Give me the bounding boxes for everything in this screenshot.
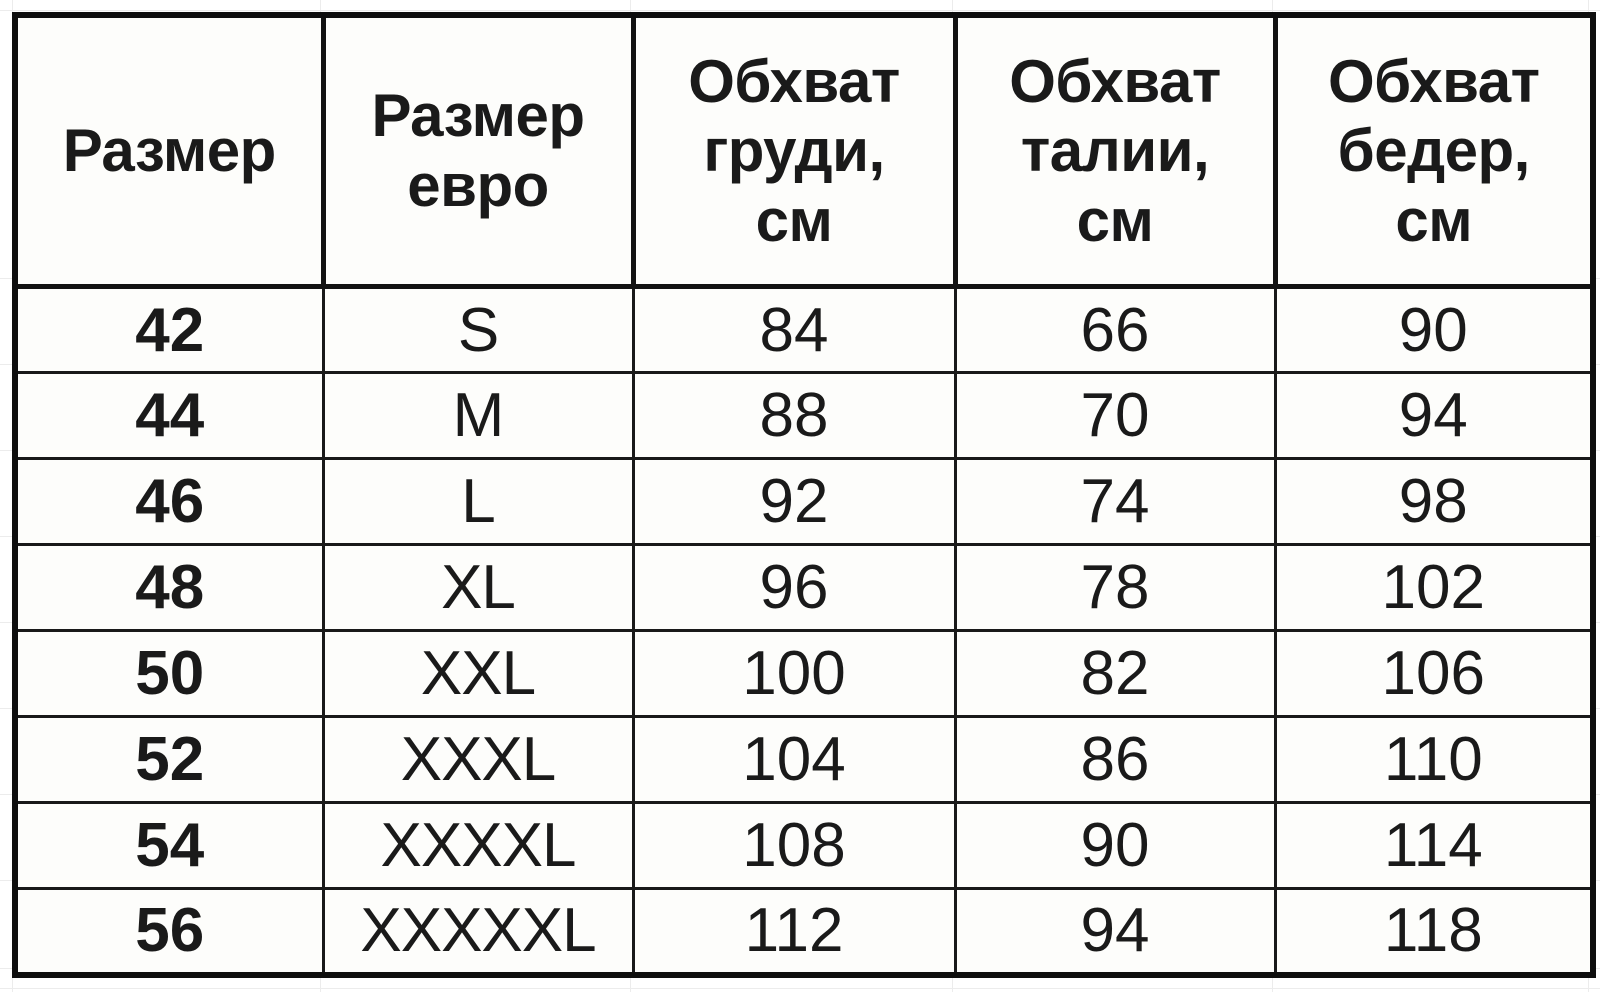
column-header-chest: Обхват груди, см bbox=[630, 12, 958, 289]
table-row: 54 XXXXL 108 90 114 bbox=[13, 801, 1595, 890]
header-line: бедер, bbox=[1337, 117, 1531, 185]
cell-size: 52 bbox=[13, 715, 325, 804]
cell-size: 48 bbox=[13, 543, 325, 632]
cell-chest: 104 bbox=[631, 715, 957, 804]
cell-chest: 84 bbox=[631, 285, 957, 374]
table-row: 46 L 92 74 98 bbox=[13, 457, 1595, 546]
cell-euro-size: XXXL bbox=[321, 715, 635, 804]
table-header: Размер Размер евро Обхват груди, см Обхв… bbox=[12, 12, 1596, 289]
cell-waist: 70 bbox=[953, 371, 1277, 460]
cell-hips: 102 bbox=[1273, 543, 1595, 632]
cell-hips: 106 bbox=[1273, 629, 1595, 718]
cell-euro-size: XXL bbox=[321, 629, 635, 718]
cell-size: 42 bbox=[13, 285, 325, 374]
cell-size: 50 bbox=[13, 629, 325, 718]
cell-waist: 66 bbox=[953, 285, 1277, 374]
size-chart-table: Размер Размер евро Обхват груди, см Обхв… bbox=[12, 12, 1596, 978]
cell-hips: 118 bbox=[1273, 887, 1595, 976]
cell-size: 44 bbox=[13, 371, 325, 460]
cell-hips: 98 bbox=[1273, 457, 1595, 546]
header-line: евро bbox=[407, 152, 549, 219]
column-header-size: Размер bbox=[12, 12, 326, 289]
cell-waist: 94 bbox=[953, 887, 1277, 976]
cell-euro-size: XXXXXL bbox=[321, 887, 635, 976]
column-header-waist: Обхват талии, см bbox=[952, 12, 1278, 289]
table-row: 48 XL 96 78 102 bbox=[13, 543, 1595, 632]
table-row: 52 XXXL 104 86 110 bbox=[13, 715, 1595, 804]
table-body: 42 S 84 66 90 44 M 88 70 94 46 L 92 74 98 48 XL 96 78 102 50… bbox=[13, 285, 1595, 976]
header-line: талии, bbox=[1020, 117, 1210, 185]
cell-waist: 90 bbox=[953, 801, 1277, 890]
size-chart-container: Размер Размер евро Обхват груди, см Обхв… bbox=[12, 12, 1596, 978]
table-row: 42 S 84 66 90 bbox=[13, 285, 1595, 374]
cell-chest: 100 bbox=[631, 629, 957, 718]
header-line: Обхват bbox=[688, 47, 900, 115]
cell-chest: 108 bbox=[631, 801, 957, 890]
header-line: Размер bbox=[371, 82, 585, 150]
header-line: Обхват bbox=[1009, 47, 1221, 115]
cell-size: 54 bbox=[13, 801, 325, 890]
cell-size: 46 bbox=[13, 457, 325, 546]
cell-euro-size: XL bbox=[321, 543, 635, 632]
cell-euro-size: XXXXL bbox=[321, 801, 635, 890]
cell-waist: 74 bbox=[953, 457, 1277, 546]
cell-hips: 114 bbox=[1273, 801, 1595, 890]
column-header-hips: Обхват бедер, см bbox=[1272, 12, 1596, 289]
cell-waist: 82 bbox=[953, 629, 1277, 718]
header-line: см bbox=[1076, 186, 1154, 254]
cell-hips: 90 bbox=[1273, 285, 1595, 374]
cell-euro-size: M bbox=[321, 371, 635, 460]
header-line: см bbox=[755, 186, 833, 254]
cell-euro-size: L bbox=[321, 457, 635, 546]
gridline-horizontal bbox=[0, 10, 1600, 11]
header-line: груди, bbox=[703, 117, 885, 185]
cell-chest: 96 bbox=[631, 543, 957, 632]
header-line: Обхват bbox=[1328, 47, 1540, 115]
gridline-horizontal bbox=[0, 988, 1600, 989]
header-row: Размер Размер евро Обхват груди, см Обхв… bbox=[12, 12, 1596, 289]
cell-chest: 112 bbox=[631, 887, 957, 976]
cell-waist: 86 bbox=[953, 715, 1277, 804]
cell-hips: 110 bbox=[1273, 715, 1595, 804]
column-header-euro-size: Размер евро bbox=[320, 12, 636, 289]
cell-waist: 78 bbox=[953, 543, 1277, 632]
cell-hips: 94 bbox=[1273, 371, 1595, 460]
table-row: 56 XXXXXL 112 94 118 bbox=[13, 887, 1595, 976]
table-row: 50 XXL 100 82 106 bbox=[13, 629, 1595, 718]
cell-chest: 92 bbox=[631, 457, 957, 546]
table-row: 44 M 88 70 94 bbox=[13, 371, 1595, 460]
cell-euro-size: S bbox=[321, 285, 635, 374]
header-line: см bbox=[1395, 186, 1473, 254]
cell-chest: 88 bbox=[631, 371, 957, 460]
header-line: Размер bbox=[62, 117, 277, 185]
cell-size: 56 bbox=[13, 887, 325, 976]
